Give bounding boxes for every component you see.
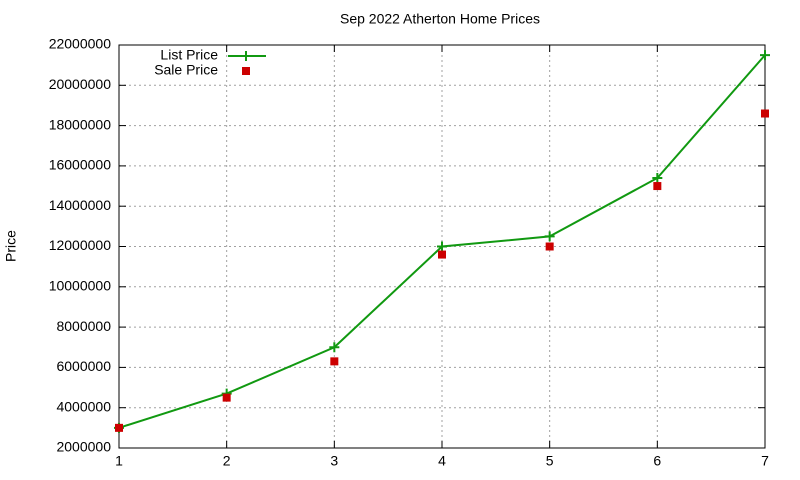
legend-marker [242,67,250,75]
legend-label: Sale Price [154,62,218,78]
y-tick-label: 18000000 [49,116,112,132]
y-tick-label: 8000000 [56,318,111,334]
y-tick-label: 4000000 [56,398,111,414]
data-point [437,241,447,252]
data-point [329,342,340,353]
chart-title: Sep 2022 Atherton Home Prices [340,11,540,27]
x-tick-label: 6 [653,453,661,469]
x-tick-label: 4 [438,453,446,469]
data-point [330,357,339,366]
y-tick-label: 10000000 [49,278,112,294]
data-point [438,250,446,259]
x-tick-label: 3 [330,453,338,469]
y-tick-label: 2000000 [56,439,111,455]
data-point [544,231,555,242]
legend-label: List Price [160,47,218,63]
y-tick-label: 16000000 [49,157,112,173]
plot-border [118,44,766,449]
y-tick-label: 20000000 [49,76,112,92]
y-tick-label: 14000000 [49,197,112,213]
data-point [222,393,231,402]
y-tick-label: 6000000 [56,358,111,374]
y-axis-label: Price [3,230,19,262]
x-tick-label: 2 [223,453,231,469]
x-tick-label: 7 [761,453,769,469]
data-point [653,182,662,191]
data-point [545,242,554,251]
x-tick-label: 5 [546,453,554,469]
data-point [760,50,770,61]
data-point [115,423,123,432]
data-point [652,172,663,183]
legend-marker [241,51,251,61]
data-point [761,109,769,118]
y-tick-label: 22000000 [49,36,112,52]
y-tick-label: 12000000 [49,237,112,253]
x-tick-label: 1 [115,453,123,469]
